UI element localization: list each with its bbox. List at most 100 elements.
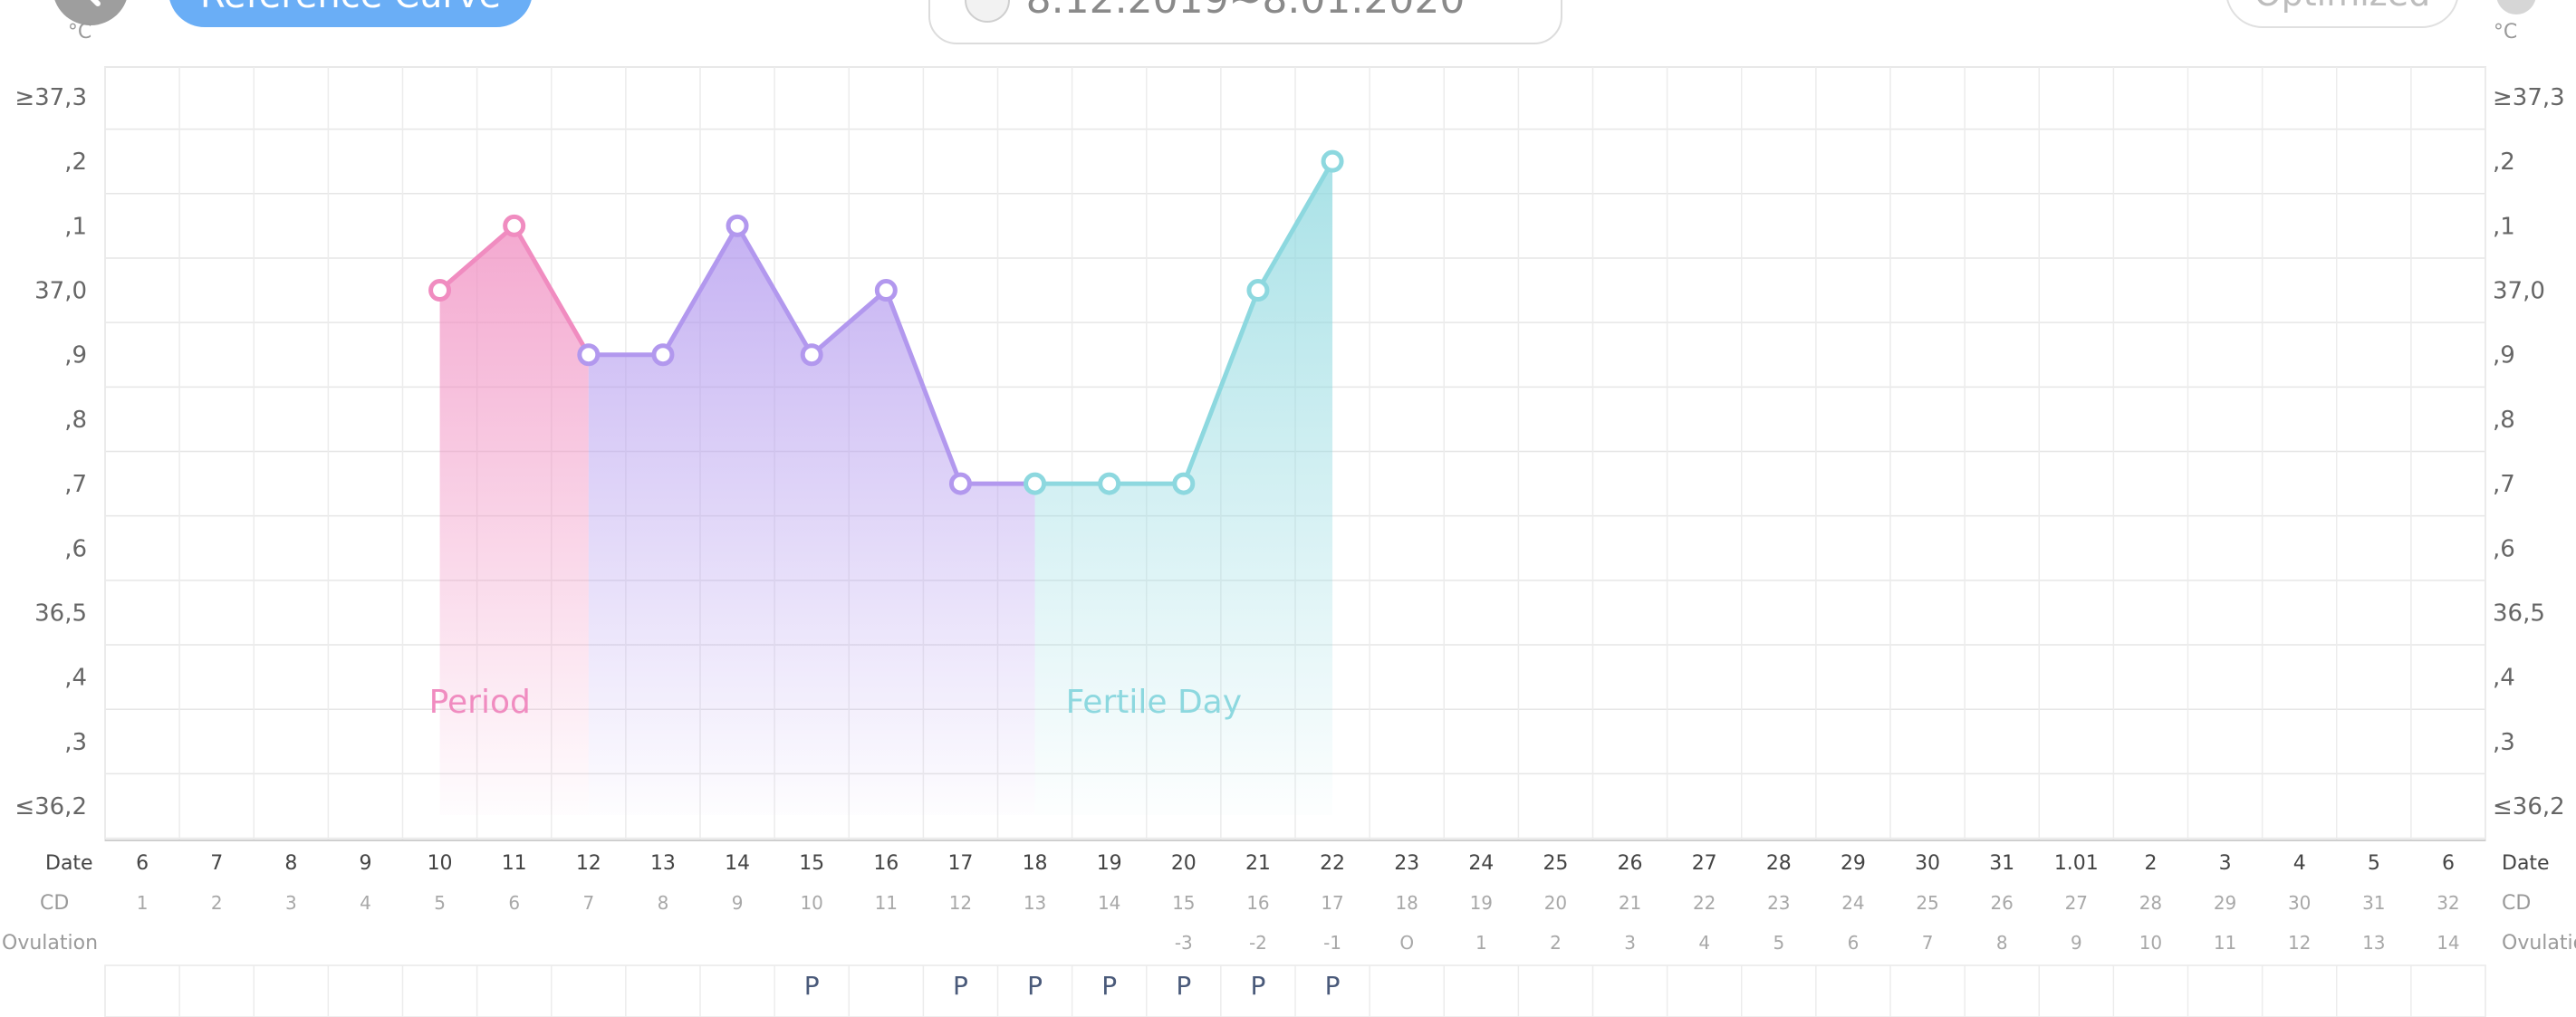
data-point[interactable] [503, 214, 526, 237]
y-tick-label-right: ,1 [2493, 213, 2515, 240]
cd-tick-label: 15 [1172, 892, 1195, 914]
ovulation-tick-label: -1 [1323, 932, 1341, 954]
date-tick-label: 18 [1023, 852, 1048, 875]
y-tick-label-left: ,4 [64, 665, 87, 692]
date-tick-label: 10 [428, 852, 453, 875]
data-point[interactable] [577, 343, 601, 367]
cd-tick-label: 31 [2362, 892, 2385, 914]
marker-label: P [804, 971, 820, 1001]
date-tick-label: 9 [359, 852, 371, 875]
date-range-selector[interactable]: 8.12.2019~8.01.2020 [928, 0, 1562, 44]
y-tick-label-left: ,2 [64, 149, 87, 176]
phase-area [439, 225, 589, 815]
date-tick-label: 22 [1320, 852, 1345, 875]
y-tick-label-right: ,4 [2493, 665, 2515, 692]
cd-tick-label: 17 [1321, 892, 1343, 914]
data-point[interactable] [428, 279, 452, 302]
row-label-date-right: Date [2502, 852, 2550, 875]
ovulation-tick-label: -3 [1175, 932, 1193, 954]
phase-annotation: Period [429, 684, 531, 721]
marker-label: P [953, 971, 968, 1001]
cd-tick-label: 3 [285, 892, 297, 914]
data-point[interactable] [948, 472, 972, 495]
unit-label-right: °C [2494, 21, 2517, 43]
ovulation-tick-label: 1 [1475, 932, 1487, 954]
y-tick-label-left: ≥37,3 [14, 84, 87, 111]
data-point[interactable] [874, 279, 898, 302]
marker-label: P [1176, 971, 1191, 1001]
cd-tick-label: 16 [1246, 892, 1269, 914]
y-tick-label-left: 37,0 [34, 278, 87, 305]
marker-label: P [1325, 971, 1341, 1001]
cd-tick-label: 7 [582, 892, 594, 914]
row-label-date: Date [45, 852, 93, 875]
unit-label-left: °C [68, 21, 91, 43]
cd-tick-label: 1 [137, 892, 149, 914]
y-tick-label-right: ,2 [2493, 149, 2515, 176]
cd-tick-label: 11 [875, 892, 898, 914]
info-icon[interactable] [2496, 0, 2536, 14]
data-point[interactable] [726, 214, 749, 237]
y-tick-label-left: ,6 [64, 535, 87, 562]
y-tick-label-right: 37,0 [2493, 278, 2545, 305]
y-tick-label-left: ,9 [64, 342, 87, 369]
reference-curve-label: Reference Curve [200, 0, 501, 16]
date-tick-label: 6 [136, 852, 149, 875]
cd-tick-label: 2 [211, 892, 223, 914]
date-tick-label: 19 [1097, 852, 1122, 875]
cd-tick-label: 30 [2288, 892, 2311, 914]
cd-tick-label: 19 [1470, 892, 1493, 914]
y-tick-label-left: ,3 [64, 729, 87, 756]
date-tick-label: 7 [210, 852, 223, 875]
ovulation-tick-label: 8 [1996, 932, 2008, 954]
ovulation-tick-label: 5 [1773, 932, 1784, 954]
back-button[interactable] [53, 0, 129, 25]
date-tick-label: 23 [1394, 852, 1419, 875]
marker-label: P [1101, 971, 1117, 1001]
data-point[interactable] [1172, 472, 1196, 495]
data-point[interactable] [1321, 149, 1344, 173]
data-point[interactable] [1098, 472, 1121, 495]
ovulation-tick-label: -2 [1249, 932, 1267, 954]
y-tick-label-right: ,6 [2493, 535, 2515, 562]
plot-layer: ≥37,3 ≥37,3 ,2 ,2 ,1 ,1 37,0 37,0 ,9 ,9 ,8 ,8 ,7 ,7 ,6… [2, 21, 2576, 1017]
reference-curve-button[interactable]: Reference Curve [168, 0, 533, 27]
date-tick-label: 13 [650, 852, 676, 875]
ovulation-tick-label: 2 [1550, 932, 1562, 954]
ovulation-tick-label: O [1399, 932, 1414, 954]
swap-icon [965, 0, 1010, 23]
date-tick-label: 8 [284, 852, 297, 875]
cd-tick-label: 23 [1767, 892, 1790, 914]
ovulation-tick-label: 14 [2437, 932, 2459, 954]
date-tick-label: 1.01 [2054, 852, 2099, 875]
y-tick-label-right: ,9 [2493, 342, 2515, 369]
cd-tick-label: 4 [360, 892, 371, 914]
marker-label: P [1027, 971, 1043, 1001]
y-tick-label-right: ,7 [2493, 471, 2515, 498]
data-point[interactable] [800, 343, 823, 367]
date-tick-label: 17 [947, 852, 973, 875]
marker-label: P [1250, 971, 1265, 1001]
ovulation-tick-label: 4 [1698, 932, 1710, 954]
cd-tick-label: 29 [2214, 892, 2236, 914]
ovulation-tick-label: 10 [2139, 932, 2162, 954]
date-tick-label: 24 [1468, 852, 1494, 875]
ovulation-tick-label: 12 [2288, 932, 2311, 954]
cd-tick-label: 8 [658, 892, 669, 914]
cd-tick-label: 24 [1841, 892, 1864, 914]
header-bar: Reference Curve 8.12.2019~8.01.2020 Opti… [53, 0, 2536, 44]
cd-tick-label: 26 [1990, 892, 2013, 914]
data-point[interactable] [651, 343, 675, 367]
data-point[interactable] [1246, 279, 1270, 302]
ovulation-tick-label: 6 [1848, 932, 1860, 954]
cd-tick-label: 5 [434, 892, 446, 914]
phase-area [588, 225, 1035, 815]
optimized-toggle[interactable]: Optimized [2226, 0, 2458, 28]
optimized-label: Optimized [2254, 0, 2431, 14]
date-tick-label: 30 [1915, 852, 1940, 875]
date-tick-label: 2 [2144, 852, 2157, 875]
date-tick-label: 25 [1543, 852, 1568, 875]
cd-tick-label: 18 [1395, 892, 1418, 914]
data-point[interactable] [1024, 472, 1047, 495]
